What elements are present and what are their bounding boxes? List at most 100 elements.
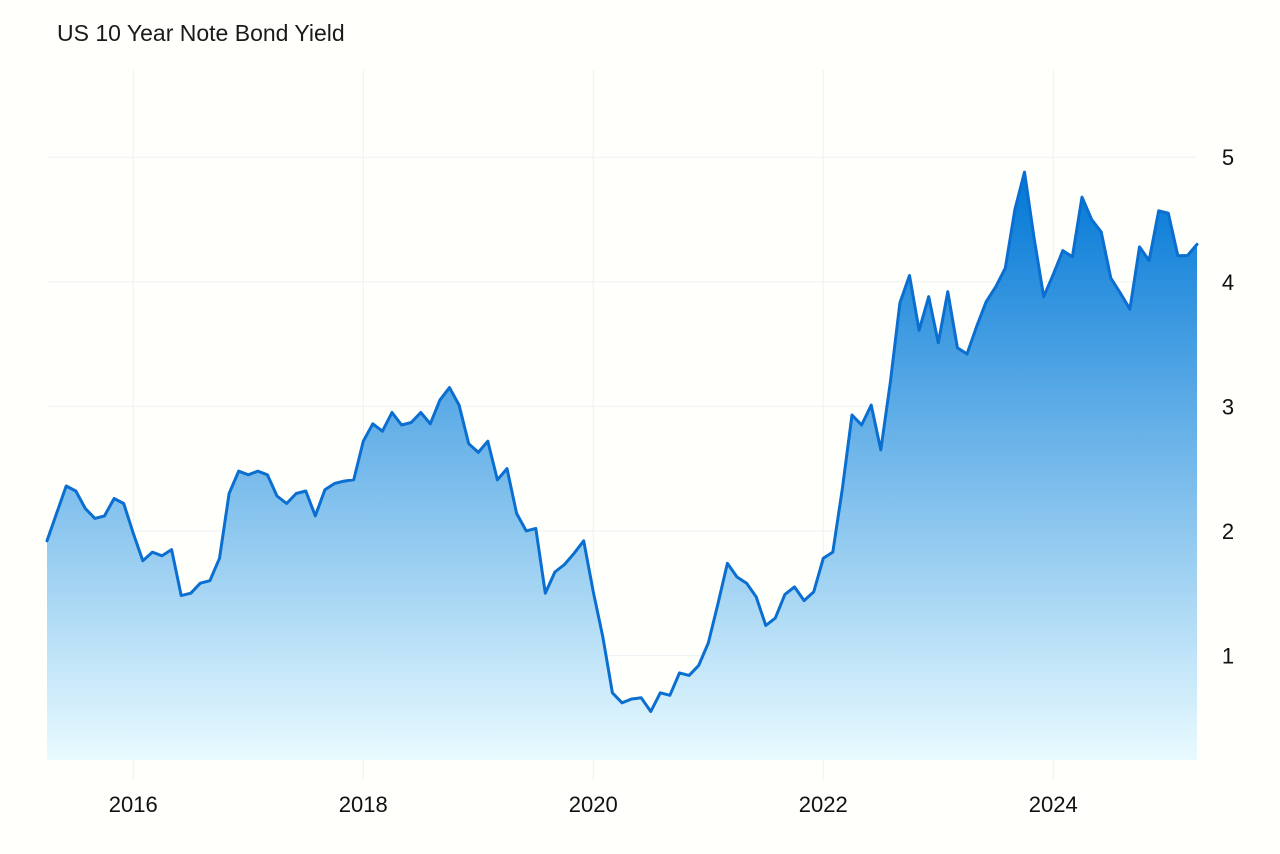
data-point [83, 507, 87, 511]
data-point [371, 422, 375, 426]
data-point [93, 516, 97, 520]
data-point [1099, 230, 1103, 234]
data-point [237, 469, 241, 473]
y-tick-label: 4 [1222, 270, 1234, 295]
data-point [1003, 266, 1007, 270]
data-point [313, 514, 317, 518]
data-point [1138, 245, 1142, 249]
data-point [936, 341, 940, 345]
data-point [620, 701, 624, 705]
data-point [505, 467, 509, 471]
data-point [409, 421, 413, 425]
data-point [1042, 295, 1046, 299]
data-point [1080, 195, 1084, 199]
data-point [198, 581, 202, 585]
data-point [591, 590, 595, 594]
data-point [716, 602, 720, 606]
data-point [687, 673, 691, 677]
data-point [697, 663, 701, 667]
data-point [256, 469, 260, 473]
data-point [419, 411, 423, 415]
data-point [984, 300, 988, 304]
yield-line [45, 170, 1199, 713]
data-point [908, 274, 912, 278]
data-point [965, 352, 969, 356]
data-point [208, 579, 212, 583]
data-point [1109, 276, 1113, 280]
data-point [179, 594, 183, 598]
data-point [917, 328, 921, 332]
data-point [946, 290, 950, 294]
data-point [64, 484, 68, 488]
data-point [994, 285, 998, 289]
data-point [495, 478, 499, 482]
data-point [678, 671, 682, 675]
x-tick-label: 2022 [799, 792, 848, 817]
data-point [467, 442, 471, 446]
data-point [898, 301, 902, 305]
data-point [524, 529, 528, 533]
data-point [630, 697, 634, 701]
data-point [725, 561, 729, 565]
data-point [265, 473, 269, 477]
data-point [888, 381, 892, 385]
data-point [831, 550, 835, 554]
data-point [1061, 249, 1065, 253]
data-point [1176, 254, 1180, 258]
data-point [610, 691, 614, 695]
data-point [1070, 255, 1074, 259]
x-tick-label: 2016 [109, 792, 158, 817]
data-point [668, 693, 672, 697]
data-point [639, 696, 643, 700]
data-point [563, 563, 567, 567]
data-point [189, 591, 193, 595]
data-point [304, 489, 308, 493]
data-point [150, 550, 154, 554]
data-point [438, 398, 442, 402]
data-point [975, 325, 979, 329]
data-point [745, 581, 749, 585]
data-point [457, 403, 461, 407]
x-axis: 2016 2018 2020 2022 2024 [109, 792, 1078, 817]
y-tick-label: 3 [1222, 394, 1234, 419]
data-point [869, 403, 873, 407]
data-point [400, 423, 404, 427]
data-point [1157, 209, 1161, 213]
data-point [802, 599, 806, 603]
y-tick-label: 1 [1222, 643, 1234, 668]
data-point [160, 554, 164, 558]
chart-title: US 10 Year Note Bond Yield [57, 20, 345, 46]
area-fill [47, 172, 1197, 761]
data-point [572, 551, 576, 555]
data-point [1147, 259, 1151, 263]
data-point [476, 450, 480, 454]
data-point [773, 616, 777, 620]
data-point [821, 556, 825, 560]
data-point [879, 448, 883, 452]
data-point [1185, 254, 1189, 258]
data-point [1090, 218, 1094, 222]
data-point [658, 691, 662, 695]
data-point [1032, 236, 1036, 240]
data-point [170, 548, 174, 552]
data-point [55, 511, 59, 515]
data-point [390, 411, 394, 415]
data-point [428, 422, 432, 426]
data-point [582, 539, 586, 543]
data-point [927, 295, 931, 299]
y-tick-label: 2 [1222, 519, 1234, 544]
data-point [141, 559, 145, 563]
data-point [1118, 291, 1122, 295]
data-point [783, 592, 787, 596]
data-point [246, 473, 250, 477]
data-point [1128, 307, 1132, 311]
data-point [812, 590, 816, 594]
data-point [361, 439, 365, 443]
y-axis: 1 2 3 4 5 [1222, 145, 1234, 668]
data-point [706, 641, 710, 645]
data-point [1023, 170, 1027, 174]
data-point [227, 492, 231, 496]
data-point [112, 497, 116, 501]
y-tick-label: 5 [1222, 145, 1234, 170]
